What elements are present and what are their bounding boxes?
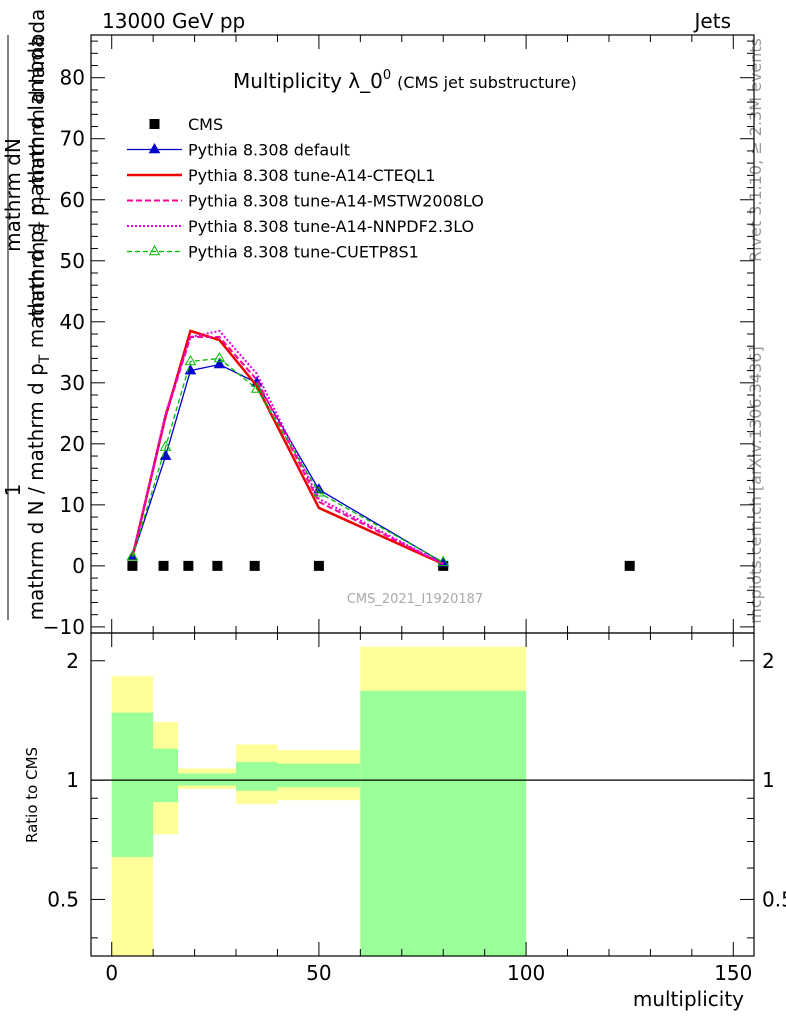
y-label-denominator: mathrm d N / mathrm d pT mathrm d pT mat… [24, 36, 53, 621]
ratio-y-tick-label: 2 [66, 649, 79, 673]
legend: CMS Pythia 8.308 default Pythia 8.308 tune… [127, 115, 484, 262]
legend-label-mstw: Pythia 8.308 tune-A14-MSTW2008LO [188, 192, 484, 211]
y-label-den-0: mathrm d N / mathrm d p [24, 363, 48, 620]
series-default [126, 357, 450, 567]
x-axis-label: multiplicity [633, 987, 744, 1011]
data-point-cuetp8s1 [159, 440, 172, 451]
ratio-plot-frame [90, 632, 755, 957]
legend-label-cuetp8s1: Pythia 8.308 tune-CUETP8S1 [188, 243, 419, 262]
main-plot-content [126, 329, 635, 571]
series-mstw [131, 336, 444, 565]
y-tick-label: 30 [60, 371, 85, 395]
legend-marker-cuetp8s1 [148, 244, 161, 256]
legend-label-default: Pythia 8.308 default [188, 141, 350, 160]
x-tick-label: 0 [105, 961, 118, 985]
mcplots-label: mcplots.cern.ch [arXiv:1306.3436] [746, 346, 765, 623]
series-line-cuetp8s1 [131, 357, 444, 563]
ratio-plot-panel: 0.5 0.5 1 1 2 2 0 50 100 150 Ratio to CMS multipl… [23, 632, 786, 1011]
data-point-cms [212, 560, 223, 571]
x-tick-label: 150 [714, 961, 752, 985]
y-tick-label: 0 [72, 554, 85, 578]
ratio-y-tick-label-right: 1 [762, 768, 775, 792]
y-tick-label: 40 [60, 310, 85, 334]
data-point-cuetp8s1 [313, 486, 325, 497]
ratio-band-inner [178, 773, 237, 786]
data-point-cms [127, 560, 138, 571]
y-label-den-2: mathrm d p [24, 231, 48, 355]
y-tick-label: 70 [60, 127, 85, 151]
series-cteql1 [131, 329, 444, 566]
y-label-numerator-1: mathrm dN [1, 138, 25, 252]
y-tick-label: −10 [43, 615, 85, 639]
ratio-band-inner [360, 690, 527, 956]
series-cms [127, 560, 635, 571]
y-label-numerator-2: mathrm d pT mathrm d lambda [25, 9, 54, 322]
rivet-label: Rivet 3.1.10, ≥ 2.3M events [746, 38, 765, 262]
data-point-cuetp8s1 [250, 382, 263, 393]
data-point-cuetp8s1 [213, 351, 226, 363]
ratio-y-tick-label: 0.5 [47, 887, 79, 911]
plot-title-sub: (CMS jet substructure) [397, 73, 577, 92]
plot-title-sup: 0 [383, 68, 391, 83]
ratio-plot-content [91, 646, 754, 956]
legend-marker-default [148, 142, 161, 154]
ratio-band-inner [111, 712, 154, 857]
series-cuetp8s1 [126, 351, 450, 567]
data-point-cms [313, 560, 324, 571]
series-line-default [131, 363, 444, 564]
ratio-y-tick-label-right: 0.5 [762, 887, 786, 911]
plot-title: Multiplicity λ_00 (CMS jet substructure) [233, 68, 577, 93]
legend-label-cteql1: Pythia 8.308 tune-A14-CTEQL1 [188, 166, 435, 185]
x-tick-label: 100 [507, 961, 545, 985]
series-line-cteql1 [131, 329, 444, 566]
y-tick-label: 10 [60, 493, 85, 517]
ratio-y-label: Ratio to CMS [23, 747, 41, 843]
data-point-default [213, 357, 226, 369]
ratio-plot-ticks: 0.5 0.5 1 1 2 2 0 50 100 150 [47, 633, 786, 985]
data-point-cuetp8s1 [184, 354, 197, 366]
x-tick-label: 50 [306, 961, 331, 985]
ratio-band-inner [236, 762, 278, 791]
y-tick-label: 60 [60, 188, 85, 212]
data-point-default [159, 449, 172, 460]
plot-title-main: Multiplicity λ_0 [233, 69, 383, 93]
y-label-den-3: T [37, 222, 53, 232]
analysis-watermark: CMS_2021_I1920187 [347, 592, 483, 607]
y-label-top: 1 [1, 484, 25, 497]
ratio-y-tick-label-right: 2 [762, 649, 775, 673]
ratio-y-tick-label: 1 [66, 768, 79, 792]
y-tick-label: 20 [60, 432, 85, 456]
y-label-numerator-2-sub: T [38, 195, 54, 205]
legend-label-nnpdf: Pythia 8.308 tune-A14-NNPDF2.3LO [188, 217, 474, 236]
legend-marker-cms [149, 119, 160, 129]
y-label-numerator-2-main: mathrm d p [25, 204, 49, 322]
data-point-cuetp8s1 [437, 555, 450, 567]
data-point-cms [158, 560, 169, 571]
y-tick-label: 50 [60, 249, 85, 273]
ratio-band-inner [153, 748, 179, 803]
series-line-mstw [131, 336, 444, 565]
data-point-cuetp8s1 [126, 550, 139, 561]
y-label-numerator-2-rest: mathrm d lambda [25, 9, 49, 195]
y-axis-label: 1 mathrm dN mathrm d pT mathrm d lambda … [1, 9, 54, 621]
legend-label-cms: CMS [188, 115, 223, 134]
y-label-den-1: T [37, 354, 53, 364]
data-point-cms [249, 560, 260, 571]
data-point-cms [183, 560, 194, 571]
y-label-den-4: mathrm d lambda [24, 36, 48, 222]
y-tick-label: 80 [60, 66, 85, 90]
header-left-label: 13000 GeV pp [102, 9, 245, 33]
data-point-cms [624, 560, 635, 571]
header-right-label: Jets [693, 9, 731, 33]
main-plot-ticks: −10 0 10 20 30 40 50 60 70 80 [43, 35, 754, 639]
ratio-band-inner [277, 763, 361, 788]
